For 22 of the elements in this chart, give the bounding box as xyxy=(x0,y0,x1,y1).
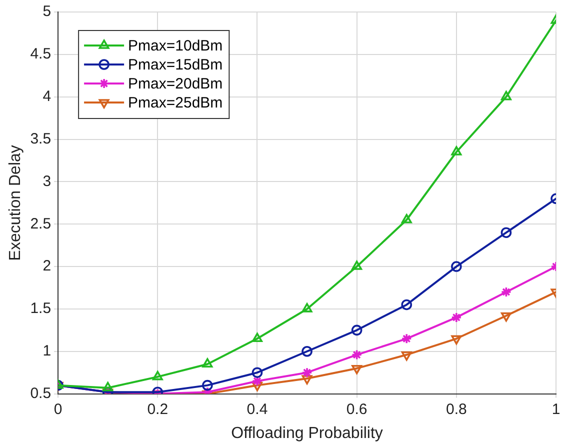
y-tick-label: 1 xyxy=(42,342,52,360)
x-tick-label: 0.6 xyxy=(346,400,368,418)
y-tick-label: 3.5 xyxy=(30,130,52,148)
x-tick-label: 0.4 xyxy=(246,400,268,418)
x-tick-label: 1 xyxy=(552,400,560,418)
legend-label: Pmax=20dBm xyxy=(128,76,223,93)
legend-label: Pmax=15dBm xyxy=(128,56,223,74)
y-axis-title: Execution Delay xyxy=(7,145,24,261)
y-tick-label: 3 xyxy=(42,172,52,190)
x-tick-label: 0 xyxy=(54,400,62,418)
legend-label: Pmax=10dBm xyxy=(128,38,223,55)
y-tick-label: 5 xyxy=(42,3,52,20)
y-tick-label: 2.5 xyxy=(30,215,52,232)
x-tick-label: 0.8 xyxy=(446,400,467,418)
y-tick-label: 4 xyxy=(42,88,52,105)
y-tick-label: 2 xyxy=(42,258,52,275)
x-tick-label: 0.2 xyxy=(147,400,168,418)
y-tick-label: 4.5 xyxy=(30,46,52,63)
y-tick-label: 0.5 xyxy=(30,384,52,402)
x-axis-title: Offloading Probability xyxy=(231,424,383,442)
y-tick-label: 1.5 xyxy=(30,300,52,318)
legend-label: Pmax=25dBm xyxy=(128,94,223,112)
